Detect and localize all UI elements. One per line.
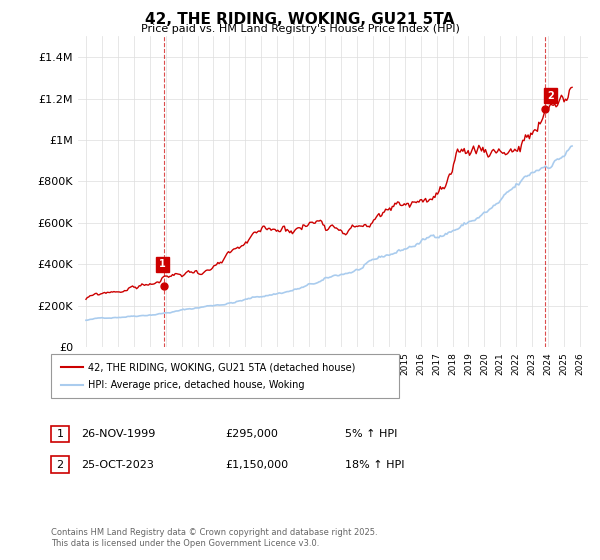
Text: HPI: Average price, detached house, Woking: HPI: Average price, detached house, Woki… (88, 380, 304, 390)
Text: Price paid vs. HM Land Registry's House Price Index (HPI): Price paid vs. HM Land Registry's House … (140, 24, 460, 34)
Text: 42, THE RIDING, WOKING, GU21 5TA: 42, THE RIDING, WOKING, GU21 5TA (145, 12, 455, 27)
Text: £1,150,000: £1,150,000 (225, 460, 288, 470)
Text: 42, THE RIDING, WOKING, GU21 5TA (detached house): 42, THE RIDING, WOKING, GU21 5TA (detach… (88, 362, 355, 372)
Text: 2: 2 (547, 91, 554, 101)
Text: 1: 1 (56, 429, 64, 439)
Text: 5% ↑ HPI: 5% ↑ HPI (345, 429, 397, 439)
Text: 1: 1 (159, 259, 166, 269)
Text: 18% ↑ HPI: 18% ↑ HPI (345, 460, 404, 470)
Text: 2: 2 (56, 460, 64, 470)
Text: 25-OCT-2023: 25-OCT-2023 (81, 460, 154, 470)
Text: £295,000: £295,000 (225, 429, 278, 439)
Text: 26-NOV-1999: 26-NOV-1999 (81, 429, 155, 439)
Text: Contains HM Land Registry data © Crown copyright and database right 2025.
This d: Contains HM Land Registry data © Crown c… (51, 528, 377, 548)
